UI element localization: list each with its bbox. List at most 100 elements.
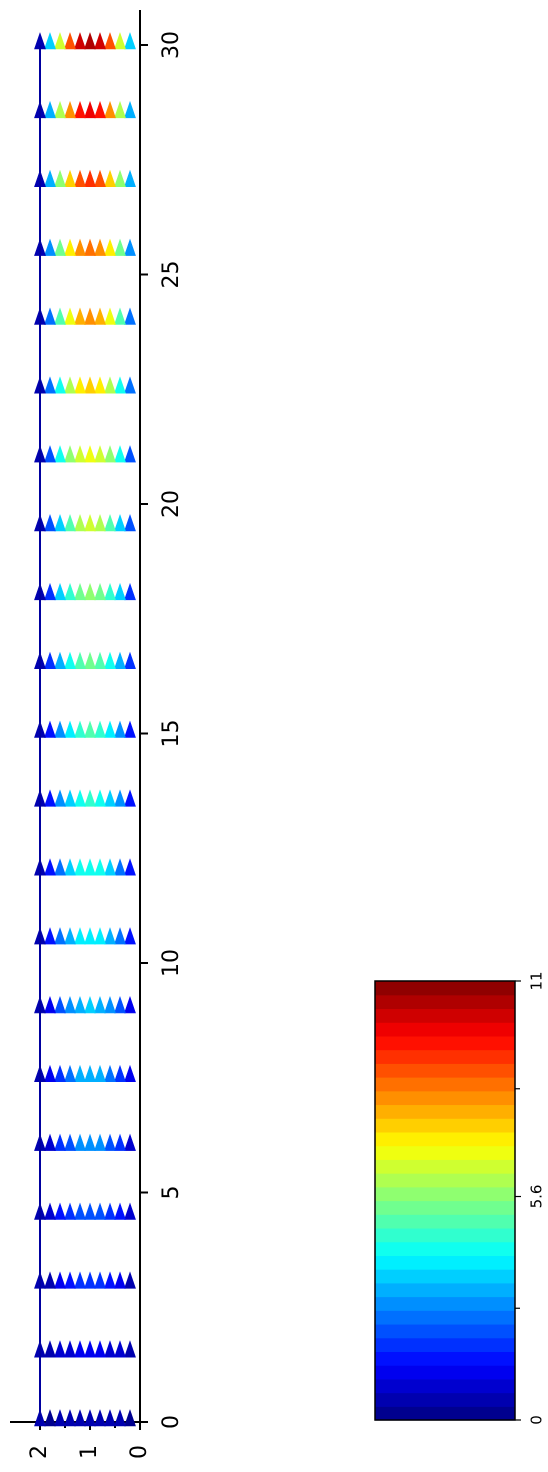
quiver-arrow [114, 858, 126, 876]
quiver-arrow [124, 995, 136, 1014]
quiver-arrow [84, 1064, 96, 1083]
quiver-arrow [94, 376, 106, 394]
quiver-arrow [44, 238, 56, 256]
quiver-arrow [94, 789, 106, 807]
arrow-column [34, 32, 136, 50]
quiver-arrow [64, 1340, 76, 1358]
arrow-column [34, 858, 136, 876]
quiver-arrow [94, 927, 106, 945]
quiver-arrow [54, 858, 66, 876]
arrow-column [34, 1133, 136, 1151]
quiver-arrow [54, 1340, 66, 1358]
arrow-column [34, 720, 136, 738]
quiver-arrow [124, 238, 136, 256]
quiver-arrow [44, 307, 56, 325]
quiver-arrow [104, 789, 116, 807]
quiver-arrow [104, 582, 116, 601]
quiver-arrow [54, 32, 66, 50]
quiver-arrow [44, 1271, 56, 1289]
colorbar-level [375, 1406, 515, 1421]
x-tick-label: 0 [159, 1415, 184, 1429]
quiver-arrow [74, 995, 86, 1014]
quiver-arrow [104, 1202, 116, 1220]
quiver-arrow [94, 1271, 106, 1289]
colorbar-level [375, 1269, 515, 1284]
quiver-arrow [84, 582, 96, 601]
colorbar-level [375, 1118, 515, 1133]
quiver-arrow [54, 995, 66, 1014]
colorbar-level [375, 1200, 515, 1215]
quiver-arrow [124, 1133, 136, 1151]
quiver-arrow [124, 514, 136, 532]
quiver-arrow [64, 1271, 76, 1289]
quiver-arrow [64, 995, 76, 1014]
colorbar-level [375, 1241, 515, 1256]
quiver-arrow [114, 1271, 126, 1289]
colorbar-level [375, 1227, 515, 1243]
quiver-arrow [124, 1064, 136, 1083]
quiver-arrow [44, 32, 56, 50]
arrow-column [34, 927, 136, 945]
arrow-column [34, 1064, 136, 1083]
quiver-arrow [104, 1133, 116, 1151]
quiver-arrow [64, 376, 76, 394]
quiver-arrow [64, 858, 76, 876]
x-tick-label: 5 [159, 1186, 184, 1200]
quiver-arrow [74, 32, 86, 50]
quiver-arrow [74, 445, 86, 463]
colorbar-level [375, 1186, 515, 1202]
quiver-arrow [94, 1202, 106, 1220]
arrow-column [34, 995, 136, 1014]
quiver-arrow [94, 582, 106, 601]
colorbar-level [375, 1337, 515, 1353]
arrow-column [34, 376, 136, 394]
quiver-arrow [44, 1133, 56, 1151]
quiver-arrow [44, 100, 56, 119]
quiver-arrow [64, 1064, 76, 1083]
quiver-arrow [114, 1340, 126, 1358]
quiver-arrow [84, 1271, 96, 1289]
quiver-arrow [114, 1409, 126, 1427]
quiver-arrow [114, 582, 126, 601]
quiver-arrow [54, 1064, 66, 1083]
quiver-arrow [114, 1202, 126, 1220]
colorbar-level [375, 1131, 515, 1147]
quiver-arrow [124, 169, 136, 187]
colorbar-level [375, 1392, 515, 1407]
quiver-arrow [44, 1064, 56, 1083]
quiver-arrow [54, 1409, 66, 1427]
quiver-arrow [104, 995, 116, 1014]
quiver-arrow [84, 720, 96, 738]
quiver-arrow [124, 1271, 136, 1289]
quiver-arrow [114, 927, 126, 945]
quiver-arrow [64, 1409, 76, 1427]
quiver-arrow [124, 789, 136, 807]
x-tick-label: 15 [159, 720, 184, 748]
quiver-arrow [64, 789, 76, 807]
quiver-arrow [104, 169, 116, 187]
quiver-arrow [124, 307, 136, 325]
quiver-arrow [54, 789, 66, 807]
colorbar-level [375, 1145, 515, 1160]
colorbar-level [375, 1035, 515, 1051]
quiver-arrow [104, 1064, 116, 1083]
quiver-arrow [94, 1340, 106, 1358]
colorbar-level [375, 1323, 515, 1339]
arrow-column [34, 1202, 136, 1220]
colorbar-level [375, 1022, 515, 1037]
arrow-column [34, 169, 136, 187]
quiver-arrow [44, 1340, 56, 1358]
quiver-arrow [104, 1271, 116, 1289]
quiver-arrow [94, 238, 106, 256]
quiver-arrow [74, 169, 86, 187]
quiver-arrow [114, 1133, 126, 1151]
quiver-arrow [114, 445, 126, 463]
colorbar: 0 5.6 11 [374, 971, 546, 1425]
colorbar-level [375, 1063, 515, 1078]
quiver-arrow [74, 858, 86, 876]
quiver-arrow [114, 100, 126, 119]
quiver-arrow [54, 651, 66, 669]
quiver-arrow [54, 1271, 66, 1289]
quiver-arrow [74, 307, 86, 325]
quiver-arrow [74, 1271, 86, 1289]
